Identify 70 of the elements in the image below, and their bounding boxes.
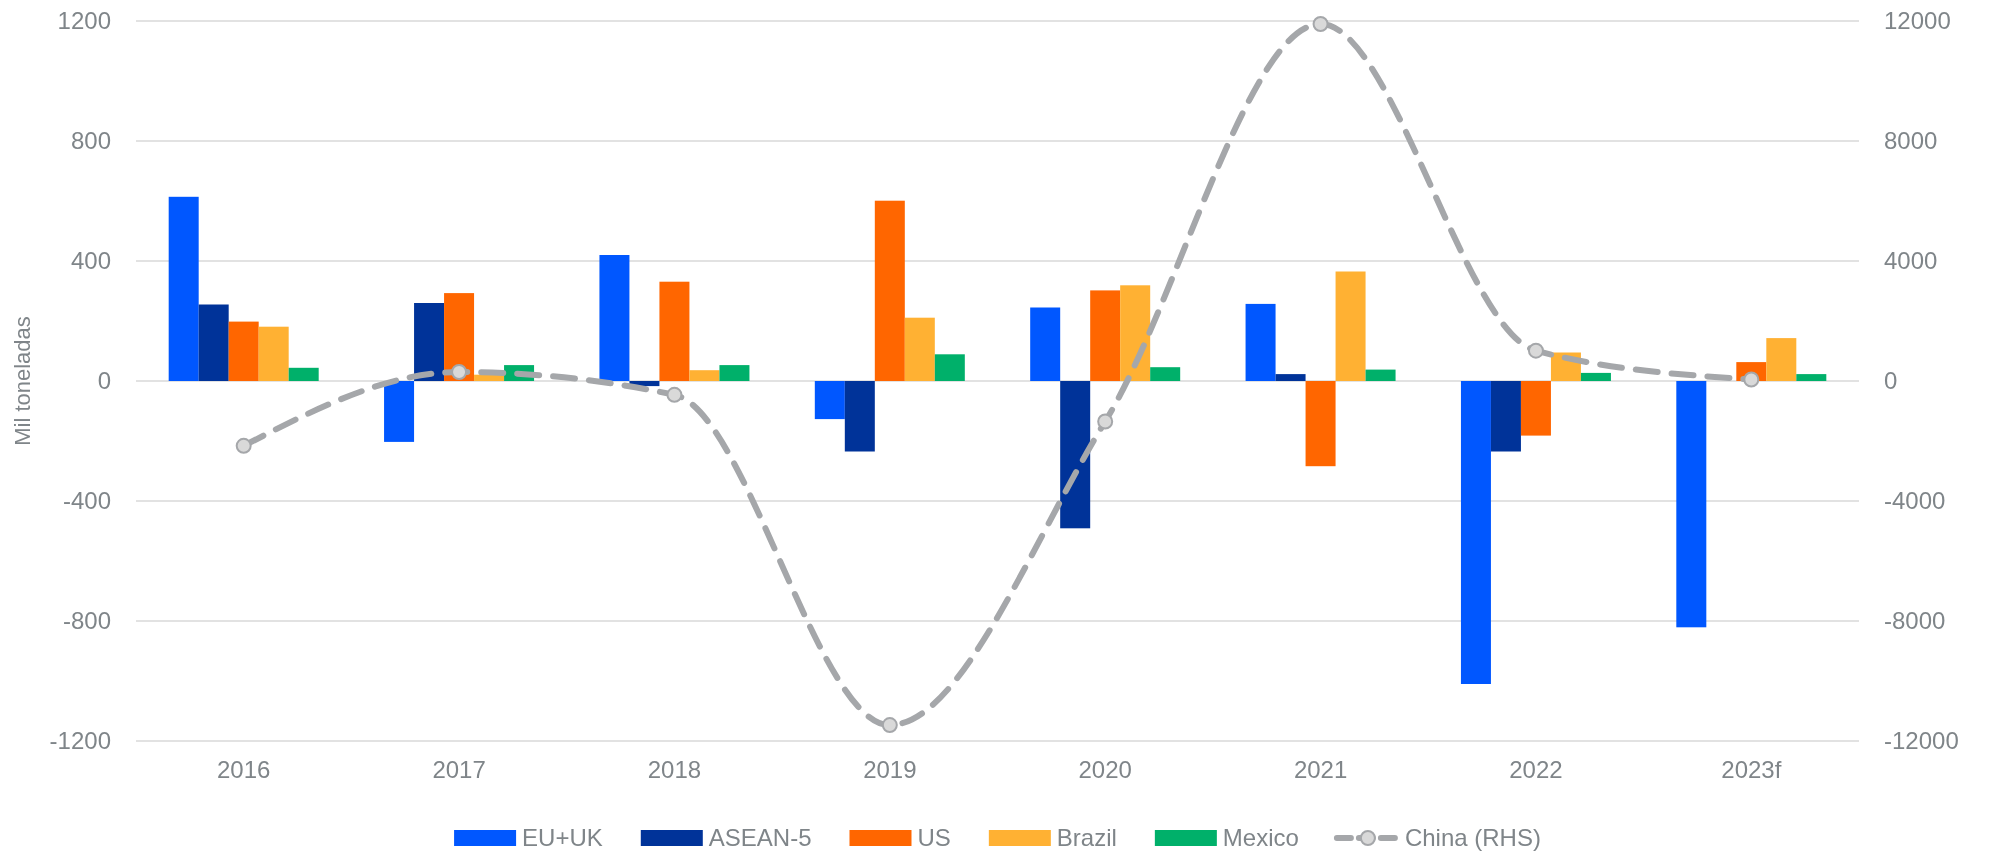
y-tick-label: -1200 bbox=[49, 727, 111, 755]
x-tick-label: 2021 bbox=[1293, 756, 1348, 783]
y-tick-label: -800 bbox=[62, 607, 111, 635]
bar bbox=[384, 381, 415, 442]
bar bbox=[198, 304, 229, 381]
x-tick-label: 2022 bbox=[1509, 756, 1563, 783]
bar bbox=[874, 200, 905, 381]
point bbox=[1097, 413, 1114, 430]
y2-tick-label: 8000 bbox=[1884, 127, 1938, 155]
y-tick-label: 0 bbox=[97, 367, 111, 395]
bar bbox=[1030, 307, 1061, 381]
y-tick-label: 400 bbox=[70, 247, 111, 275]
y2-tick-label: 12000 bbox=[1884, 7, 1951, 35]
bar bbox=[844, 381, 875, 452]
bar bbox=[934, 354, 965, 381]
bar bbox=[1090, 290, 1121, 381]
bar bbox=[258, 326, 289, 381]
bar bbox=[1520, 381, 1551, 436]
legend-label: Mexico bbox=[1222, 824, 1299, 851]
bar bbox=[1150, 367, 1181, 381]
x-tick-label: 2016 bbox=[216, 756, 271, 783]
x-tick-label: 2017 bbox=[432, 756, 486, 783]
bar bbox=[1580, 372, 1611, 381]
bar bbox=[1245, 303, 1276, 381]
bar bbox=[659, 281, 690, 381]
bar bbox=[288, 367, 319, 381]
bar bbox=[1060, 381, 1091, 529]
bar bbox=[1120, 285, 1151, 381]
y2-tick-label: -12000 bbox=[1884, 727, 1959, 755]
y-tick-label: -400 bbox=[62, 487, 111, 515]
point bbox=[451, 364, 468, 380]
x-tick-label: 2019 bbox=[863, 756, 917, 783]
x-tick-label: 2020 bbox=[1078, 756, 1132, 783]
point bbox=[1527, 342, 1544, 359]
bar bbox=[689, 370, 720, 381]
bar bbox=[904, 317, 935, 381]
bar bbox=[1766, 338, 1797, 381]
bar bbox=[1796, 374, 1827, 381]
y-tick-label: 800 bbox=[70, 127, 111, 155]
x-tick-label: 2018 bbox=[647, 756, 702, 783]
y2-tick-label: 0 bbox=[1884, 367, 1898, 395]
legend-label: US bbox=[917, 824, 951, 851]
bar bbox=[1676, 381, 1707, 628]
bar bbox=[814, 381, 845, 420]
y2-tick-label: -8000 bbox=[1884, 607, 1946, 635]
bar bbox=[599, 255, 630, 381]
bar bbox=[1365, 369, 1396, 381]
bar bbox=[444, 293, 475, 381]
bar bbox=[414, 303, 445, 381]
bar bbox=[1460, 381, 1491, 684]
bar bbox=[719, 365, 750, 381]
y-axis-title: Mil toneladas bbox=[10, 316, 35, 446]
y2-tick-label: 4000 bbox=[1884, 247, 1938, 275]
bar bbox=[1305, 381, 1336, 467]
legend-label: China (RHS) bbox=[1404, 824, 1541, 851]
point bbox=[881, 717, 898, 734]
x-tick-label: 2023f bbox=[1721, 756, 1782, 783]
legend-label: EU+UK bbox=[522, 824, 603, 851]
y-tick-label: 1200 bbox=[57, 7, 111, 35]
point bbox=[666, 386, 683, 403]
bar bbox=[1335, 271, 1366, 381]
bar bbox=[228, 321, 259, 381]
legend-label: ASEAN-5 bbox=[708, 824, 812, 851]
y2-tick-label: -4000 bbox=[1884, 487, 1946, 515]
bar bbox=[1490, 381, 1521, 452]
point bbox=[1312, 16, 1329, 32]
legend-label: Brazil bbox=[1056, 824, 1117, 851]
bar bbox=[168, 196, 199, 381]
point bbox=[235, 437, 252, 454]
bar bbox=[1275, 374, 1306, 381]
